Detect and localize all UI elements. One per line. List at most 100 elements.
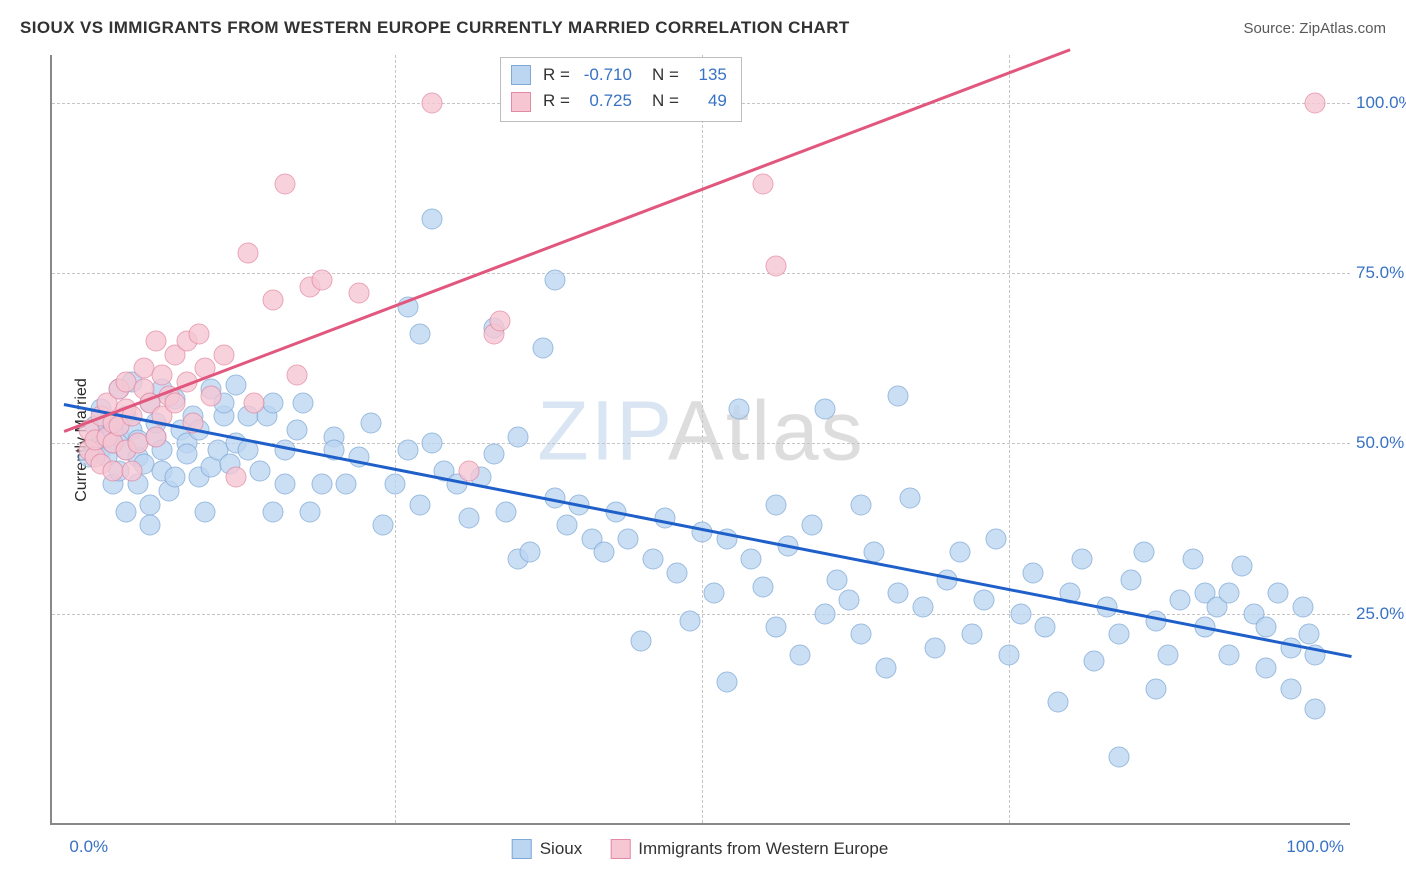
legend-swatch bbox=[610, 839, 630, 859]
data-point bbox=[483, 443, 504, 464]
data-point bbox=[201, 385, 222, 406]
data-point bbox=[189, 324, 210, 345]
data-point bbox=[495, 501, 516, 522]
data-point bbox=[1305, 699, 1326, 720]
data-point bbox=[618, 528, 639, 549]
data-point bbox=[667, 562, 688, 583]
data-point bbox=[146, 426, 167, 447]
data-point bbox=[275, 174, 296, 195]
data-point bbox=[458, 508, 479, 529]
legend-label: Immigrants from Western Europe bbox=[638, 839, 888, 859]
data-point bbox=[508, 426, 529, 447]
data-point bbox=[1182, 549, 1203, 570]
data-point bbox=[679, 610, 700, 631]
data-point bbox=[409, 324, 430, 345]
data-point bbox=[1170, 590, 1191, 611]
data-point bbox=[1108, 746, 1129, 767]
data-point bbox=[814, 399, 835, 420]
data-point bbox=[912, 596, 933, 617]
data-point bbox=[373, 515, 394, 536]
chart-title: SIOUX VS IMMIGRANTS FROM WESTERN EUROPE … bbox=[20, 18, 850, 38]
data-point bbox=[422, 208, 443, 229]
data-point bbox=[348, 283, 369, 304]
data-point bbox=[765, 256, 786, 277]
data-point bbox=[544, 269, 565, 290]
data-point bbox=[704, 583, 725, 604]
data-point bbox=[925, 637, 946, 658]
trend-line bbox=[64, 403, 1352, 658]
data-point bbox=[753, 174, 774, 195]
data-point bbox=[949, 542, 970, 563]
y-tick-label: 50.0% bbox=[1356, 433, 1406, 453]
data-point bbox=[1231, 556, 1252, 577]
legend-swatch bbox=[511, 65, 531, 85]
data-point bbox=[140, 494, 161, 515]
gridline-v bbox=[395, 55, 396, 823]
data-point bbox=[422, 433, 443, 454]
data-point bbox=[176, 443, 197, 464]
y-tick-label: 100.0% bbox=[1356, 93, 1406, 113]
data-point bbox=[250, 460, 271, 481]
data-point bbox=[287, 365, 308, 386]
data-point bbox=[642, 549, 663, 570]
data-point bbox=[520, 542, 541, 563]
data-point bbox=[140, 515, 161, 536]
scatter-plot: ZIPAtlas 25.0%50.0%75.0%100.0%0.0%100.0% bbox=[50, 55, 1350, 825]
data-point bbox=[287, 419, 308, 440]
watermark: ZIPAtlas bbox=[537, 383, 864, 480]
gridline-v bbox=[1009, 55, 1010, 823]
legend-label: Sioux bbox=[540, 839, 583, 859]
gridline-h bbox=[52, 273, 1350, 274]
stat-label: R = bbox=[543, 62, 570, 88]
data-point bbox=[1256, 658, 1277, 679]
data-point bbox=[238, 242, 259, 263]
gridline-v bbox=[702, 55, 703, 823]
data-point bbox=[753, 576, 774, 597]
data-point bbox=[802, 515, 823, 536]
data-point bbox=[262, 501, 283, 522]
data-point bbox=[115, 501, 136, 522]
stats-row: R =-0.710N =135 bbox=[511, 62, 727, 88]
data-point bbox=[1256, 617, 1277, 638]
data-point bbox=[1010, 603, 1031, 624]
data-point bbox=[1280, 678, 1301, 699]
data-point bbox=[164, 392, 185, 413]
data-point bbox=[593, 542, 614, 563]
x-tick-label: 100.0% bbox=[1286, 837, 1344, 857]
data-point bbox=[152, 365, 173, 386]
data-point bbox=[851, 494, 872, 515]
data-point bbox=[532, 338, 553, 359]
data-point bbox=[875, 658, 896, 679]
data-point bbox=[225, 375, 246, 396]
y-tick-label: 75.0% bbox=[1356, 263, 1406, 283]
data-point bbox=[275, 474, 296, 495]
data-point bbox=[225, 467, 246, 488]
data-point bbox=[741, 549, 762, 570]
data-point bbox=[1121, 569, 1142, 590]
data-point bbox=[998, 644, 1019, 665]
stat-label: N = bbox=[652, 62, 679, 88]
data-point bbox=[1108, 624, 1129, 645]
stat-r-value: -0.710 bbox=[580, 62, 632, 88]
data-point bbox=[986, 528, 1007, 549]
data-point bbox=[409, 494, 430, 515]
data-point bbox=[311, 269, 332, 290]
watermark-part1: ZIP bbox=[537, 384, 667, 478]
data-point bbox=[262, 290, 283, 311]
data-point bbox=[146, 331, 167, 352]
data-point bbox=[1072, 549, 1093, 570]
data-point bbox=[1219, 644, 1240, 665]
data-point bbox=[900, 487, 921, 508]
data-point bbox=[299, 501, 320, 522]
data-point bbox=[213, 344, 234, 365]
data-point bbox=[489, 310, 510, 331]
data-point bbox=[1268, 583, 1289, 604]
legend-item: Immigrants from Western Europe bbox=[610, 839, 888, 859]
data-point bbox=[311, 474, 332, 495]
data-point bbox=[385, 474, 406, 495]
stats-row: R =0.725N =49 bbox=[511, 88, 727, 114]
legend-item: Sioux bbox=[512, 839, 583, 859]
data-point bbox=[765, 494, 786, 515]
stat-label: R = bbox=[543, 88, 570, 114]
x-tick-label: 0.0% bbox=[69, 837, 108, 857]
